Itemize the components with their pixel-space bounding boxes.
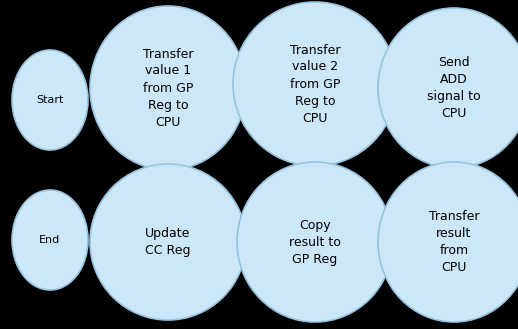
Ellipse shape: [233, 2, 397, 166]
Text: Update
CC Reg: Update CC Reg: [145, 227, 191, 257]
Text: Transfer
value 1
from GP
Reg to
CPU: Transfer value 1 from GP Reg to CPU: [143, 47, 193, 129]
Ellipse shape: [378, 162, 518, 322]
Text: Transfer
result
from
CPU: Transfer result from CPU: [429, 210, 479, 274]
Ellipse shape: [12, 50, 88, 150]
Ellipse shape: [237, 162, 393, 322]
Text: End: End: [39, 235, 61, 245]
Text: Transfer
value 2
from GP
Reg to
CPU: Transfer value 2 from GP Reg to CPU: [290, 43, 340, 124]
Text: Copy
result to
GP Reg: Copy result to GP Reg: [289, 218, 341, 266]
Ellipse shape: [90, 164, 246, 320]
Ellipse shape: [90, 6, 246, 170]
Ellipse shape: [378, 8, 518, 168]
Text: Send
ADD
signal to
CPU: Send ADD signal to CPU: [427, 56, 481, 120]
Text: Start: Start: [36, 95, 64, 105]
Ellipse shape: [12, 190, 88, 290]
